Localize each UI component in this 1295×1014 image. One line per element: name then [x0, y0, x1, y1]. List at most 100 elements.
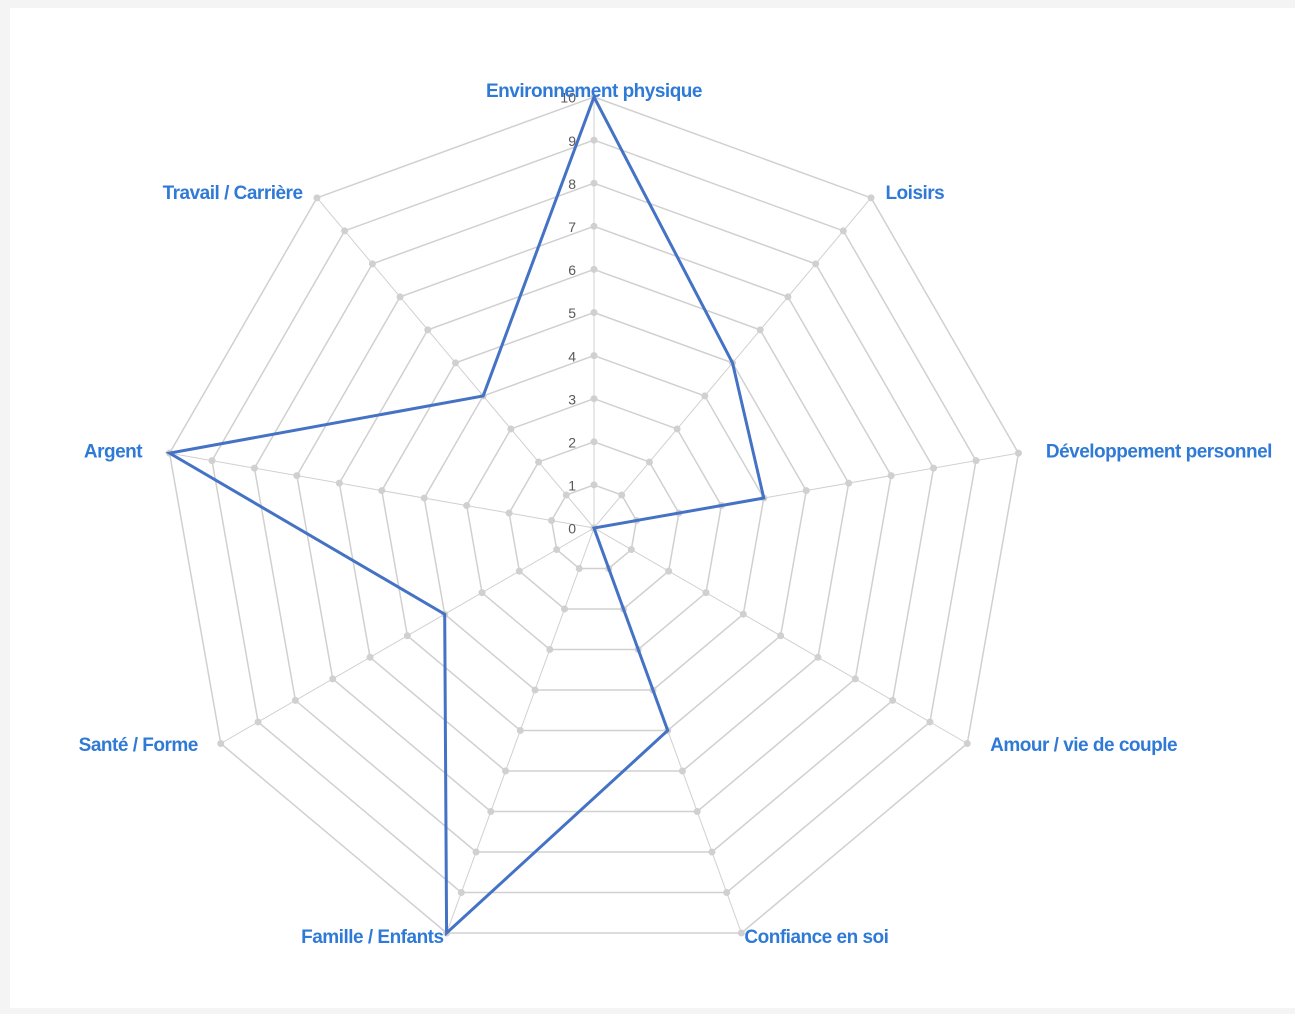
grid-marker [814, 653, 822, 661]
data-line [165, 93, 766, 937]
grid-marker [378, 487, 386, 495]
category-label: Confiance en soi [744, 927, 888, 948]
grid-marker [737, 929, 745, 937]
grid-marker [548, 517, 556, 525]
chart-area [10, 8, 1295, 1008]
y-tick-label: 10 [560, 90, 576, 106]
category-label: Loisirs [885, 183, 944, 204]
grid-marker [702, 589, 710, 597]
grid-marker [516, 727, 524, 735]
grid-line [423, 354, 765, 691]
grid-marker [678, 767, 686, 775]
grid-marker [739, 610, 747, 618]
grid-marker [424, 326, 432, 334]
grid-marker [562, 491, 570, 499]
grid-line [465, 397, 723, 651]
grid-marker [478, 589, 486, 597]
category-label: Famille / Enfants [301, 927, 443, 948]
grid-marker [590, 481, 598, 489]
grid-marker [254, 718, 262, 726]
grid-marker [802, 487, 810, 495]
grid-marker [487, 808, 495, 816]
grid-line [508, 441, 680, 610]
category-label: Développement personnel [1046, 441, 1272, 462]
grid-marker [963, 740, 971, 747]
grid-marker [590, 438, 598, 446]
category-label: Travail / Carrière [163, 183, 303, 204]
grid-marker [217, 740, 225, 747]
grid-marker [756, 326, 764, 334]
grid-marker [341, 227, 349, 235]
grid-marker [368, 260, 376, 268]
grid-marker [329, 675, 337, 683]
grid-line [338, 268, 850, 772]
grid-marker [553, 546, 561, 554]
grid-marker [784, 293, 792, 301]
y-tick-label: 8 [568, 176, 576, 192]
grid-marker [590, 395, 598, 403]
grid-marker [366, 653, 374, 661]
grid-marker [590, 136, 598, 144]
grid-marker [403, 632, 411, 640]
y-tick-label: 1 [568, 478, 576, 494]
category-label: Environnement physique [486, 81, 702, 102]
grid-marker [839, 227, 847, 235]
grid-marker [507, 425, 515, 433]
grid-marker [472, 848, 480, 856]
grid-marker [887, 472, 895, 480]
grid-marker [867, 194, 875, 202]
grid-marker [396, 293, 404, 301]
grid-line [211, 139, 977, 894]
grid-marker [561, 605, 569, 613]
grid-marker [627, 546, 635, 554]
grid-marker [505, 509, 513, 517]
grid-marker [645, 458, 653, 466]
category-label: Santé / Forme [79, 735, 198, 756]
grid-marker [291, 696, 299, 704]
grid-marker [851, 675, 859, 683]
y-tick-label: 0 [568, 521, 576, 537]
grid-marker [693, 808, 701, 816]
grid-marker [457, 889, 465, 897]
y-tick-label: 2 [568, 435, 576, 451]
grid-line [168, 96, 1020, 934]
grid-marker [208, 457, 216, 465]
grid-marker [546, 646, 554, 654]
grid-marker [812, 260, 820, 268]
grid-marker [420, 494, 428, 502]
grid-marker [701, 392, 709, 400]
grid-line [253, 182, 935, 853]
grid-marker [777, 632, 785, 640]
y-tick-label: 7 [568, 219, 576, 235]
grid-marker [313, 194, 321, 202]
grid-marker [618, 491, 626, 499]
grid-marker [590, 352, 598, 360]
grid-marker [708, 848, 716, 856]
grid-marker [250, 464, 258, 472]
category-label: Argent [84, 441, 143, 462]
grid-marker [889, 696, 897, 704]
grid-marker [335, 479, 343, 487]
grid-marker [515, 567, 523, 575]
grid-marker [590, 309, 598, 316]
grid-marker [531, 686, 539, 694]
grid-marker [590, 179, 598, 187]
grid-marker [723, 889, 731, 897]
y-tick-label: 5 [568, 305, 576, 321]
grid-marker [293, 472, 301, 480]
grid-marker [972, 457, 980, 465]
y-tick-label: 3 [568, 391, 576, 407]
grid-marker [673, 425, 681, 433]
grid-marker [926, 718, 934, 726]
y-tick-label: 9 [568, 133, 576, 149]
grid-marker [535, 458, 543, 466]
grid-marker [590, 222, 598, 230]
grid-line [550, 484, 638, 570]
grid-line [296, 225, 892, 813]
grid-marker [930, 464, 938, 472]
y-tick-label: 6 [568, 262, 576, 278]
category-label: Amour / vie de couple [990, 735, 1177, 756]
grid-marker [1014, 449, 1022, 457]
y-tick-label: 4 [568, 348, 576, 364]
